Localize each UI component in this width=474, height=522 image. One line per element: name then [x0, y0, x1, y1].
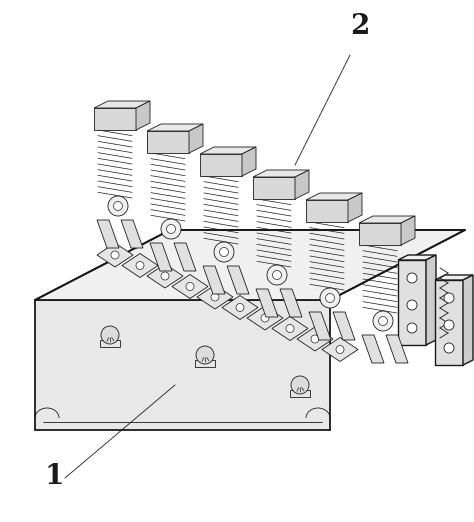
Polygon shape [463, 275, 473, 365]
Circle shape [407, 300, 417, 310]
Polygon shape [94, 101, 150, 108]
Polygon shape [348, 193, 362, 222]
Circle shape [273, 270, 282, 279]
Circle shape [326, 293, 335, 303]
Polygon shape [435, 275, 473, 280]
Circle shape [196, 346, 214, 364]
Polygon shape [197, 285, 233, 309]
Polygon shape [322, 338, 358, 362]
Polygon shape [97, 220, 119, 248]
Polygon shape [203, 266, 225, 294]
Circle shape [214, 242, 234, 262]
Polygon shape [147, 131, 189, 153]
Polygon shape [35, 300, 330, 430]
Circle shape [444, 343, 454, 353]
Circle shape [108, 196, 128, 216]
Circle shape [236, 303, 244, 312]
Polygon shape [100, 340, 120, 347]
Circle shape [211, 293, 219, 301]
Polygon shape [121, 220, 143, 248]
Polygon shape [136, 101, 150, 130]
Polygon shape [122, 254, 158, 278]
Polygon shape [174, 243, 196, 271]
Polygon shape [35, 230, 465, 300]
Polygon shape [295, 170, 309, 199]
Circle shape [261, 314, 269, 322]
Polygon shape [280, 289, 302, 317]
Polygon shape [150, 243, 172, 271]
Circle shape [444, 293, 454, 303]
Polygon shape [147, 264, 183, 288]
Circle shape [161, 219, 181, 239]
Polygon shape [386, 335, 408, 363]
Polygon shape [401, 216, 415, 245]
Circle shape [113, 201, 122, 210]
Polygon shape [200, 147, 256, 154]
Circle shape [286, 325, 294, 333]
Polygon shape [253, 170, 309, 177]
Polygon shape [247, 306, 283, 330]
Circle shape [166, 224, 175, 233]
Circle shape [267, 265, 287, 285]
Polygon shape [306, 200, 348, 222]
Circle shape [373, 311, 393, 331]
Polygon shape [435, 280, 463, 365]
Polygon shape [195, 360, 215, 367]
Polygon shape [426, 255, 436, 345]
Polygon shape [94, 108, 136, 130]
Circle shape [219, 247, 228, 256]
Text: 2: 2 [350, 13, 369, 40]
Polygon shape [256, 289, 278, 317]
Circle shape [444, 320, 454, 330]
Circle shape [379, 316, 388, 326]
Polygon shape [147, 124, 203, 131]
Circle shape [311, 335, 319, 343]
Polygon shape [227, 266, 249, 294]
Polygon shape [222, 295, 258, 319]
Polygon shape [359, 216, 415, 223]
Circle shape [407, 273, 417, 283]
Polygon shape [242, 147, 256, 176]
Circle shape [101, 326, 119, 344]
Polygon shape [297, 327, 333, 351]
Circle shape [407, 323, 417, 333]
Polygon shape [200, 154, 242, 176]
Circle shape [186, 282, 194, 291]
Polygon shape [189, 124, 203, 153]
Polygon shape [97, 243, 133, 267]
Polygon shape [309, 312, 331, 340]
Polygon shape [172, 275, 208, 299]
Text: 1: 1 [45, 463, 64, 490]
Polygon shape [398, 255, 436, 260]
Polygon shape [306, 193, 362, 200]
Circle shape [320, 288, 340, 308]
Polygon shape [333, 312, 355, 340]
Polygon shape [272, 316, 308, 340]
Circle shape [336, 346, 344, 353]
Circle shape [111, 251, 119, 259]
Polygon shape [359, 223, 401, 245]
Circle shape [161, 272, 169, 280]
Circle shape [136, 262, 144, 269]
Polygon shape [290, 390, 310, 397]
Polygon shape [362, 335, 384, 363]
Polygon shape [398, 260, 426, 345]
Circle shape [291, 376, 309, 394]
Polygon shape [253, 177, 295, 199]
